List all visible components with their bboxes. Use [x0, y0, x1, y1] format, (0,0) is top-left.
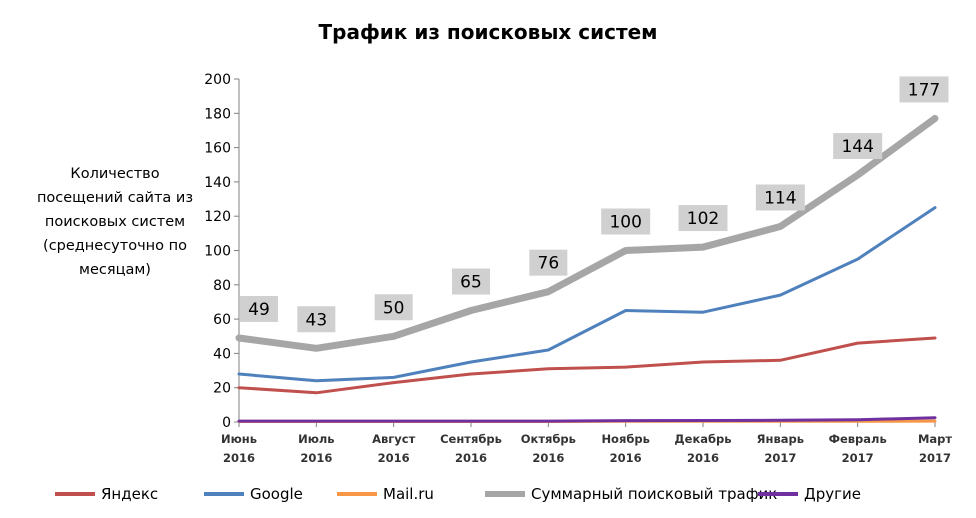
legend-swatch	[758, 492, 798, 496]
data-label: 50	[383, 298, 405, 318]
y-axis-label: Количество посещений сайта из поисковых …	[36, 166, 194, 278]
y-tick-label: 180	[204, 106, 231, 122]
y-tick-label: 20	[213, 381, 231, 397]
legend-label: Суммарный поисковый трафик	[531, 485, 778, 503]
series-line-0	[237, 336, 937, 395]
legend-swatch	[55, 492, 95, 496]
data-label-box	[297, 306, 336, 333]
legend-label: Другие	[804, 485, 861, 503]
data-label-box	[755, 184, 805, 211]
x-tick-label: Декабрь	[674, 432, 731, 446]
data-label: 177	[908, 80, 940, 100]
legend-item: Яндекс	[55, 485, 158, 503]
data-label-box	[601, 208, 651, 235]
series-line-3	[235, 114, 939, 352]
data-label-box	[452, 268, 490, 295]
y-tick-label: 60	[213, 312, 231, 328]
legend-swatch	[485, 491, 525, 497]
legend-item: Другие	[758, 485, 861, 503]
data-label: 49	[248, 300, 270, 320]
y-tick-label: 0	[222, 415, 231, 431]
y-tick-label: 200	[204, 72, 231, 88]
series-layer	[235, 114, 939, 423]
x-tick-label-year: 2017	[764, 451, 796, 465]
x-tick-label: Март	[918, 432, 952, 446]
series-line-1	[237, 206, 937, 383]
x-tick-label: Сентябрь	[440, 432, 502, 446]
x-tick-label-year: 2017	[842, 451, 874, 465]
x-tick-label: Январь	[757, 432, 804, 446]
y-tick-label: 80	[213, 278, 231, 294]
legend-label: Mail.ru	[383, 485, 434, 503]
data-label: 76	[538, 254, 560, 274]
data-label-box	[529, 249, 568, 276]
data-label: 114	[764, 188, 796, 208]
x-tick-label: Ноябрь	[601, 432, 649, 446]
series-line-4	[237, 416, 937, 423]
legend-item: Google	[204, 485, 303, 503]
data-label-box	[899, 76, 949, 103]
x-tick-label: Февраль	[829, 432, 887, 446]
x-tick-label-year: 2016	[455, 451, 487, 465]
data-label: 102	[687, 209, 719, 229]
x-tick-label-year: 2016	[378, 451, 410, 465]
x-tick-label: Октябрь	[521, 432, 576, 446]
legend-item: Суммарный поисковый трафик	[485, 485, 777, 503]
x-tick-label: Август	[372, 432, 415, 446]
x-tick-label-year: 2016	[610, 451, 642, 465]
data-label-box	[833, 133, 883, 160]
x-tick-label-year: 2017	[919, 451, 951, 465]
y-tick-label: 100	[204, 244, 231, 260]
data-label: 144	[841, 137, 873, 157]
data-label-box	[374, 294, 413, 321]
data-label: 100	[609, 213, 641, 233]
y-tick-label: 120	[204, 209, 231, 225]
y-tick-label: 160	[204, 141, 231, 157]
data-label: 65	[460, 273, 482, 293]
y-tick-label: 140	[204, 175, 231, 191]
x-tick-label-year: 2016	[223, 451, 255, 465]
x-tick-label-year: 2016	[300, 451, 332, 465]
legend-swatch	[204, 492, 244, 496]
legend-swatch	[337, 492, 377, 496]
legend-item: Mail.ru	[337, 485, 434, 503]
data-labels: 49 43 50 65 76 100 102 114 144 177	[240, 76, 949, 333]
x-tick-label-year: 2016	[532, 451, 564, 465]
x-tick-label-year: 2016	[687, 451, 719, 465]
data-label-box	[678, 205, 728, 232]
y-tick-label: 40	[213, 346, 231, 362]
x-tick-label: Июнь	[221, 432, 257, 446]
chart-title: Трафик из поисковых систем	[318, 20, 658, 44]
data-label: 43	[306, 310, 328, 330]
legend-label: Google	[250, 485, 303, 503]
x-tick-label: Июль	[298, 432, 335, 446]
line-chart: 0 20 40 60 80 100 120 140 160 180 200 Июнь 2016 Июль 2…	[204, 72, 952, 465]
legend-label: Яндекс	[101, 485, 159, 503]
data-label-box	[240, 295, 278, 322]
